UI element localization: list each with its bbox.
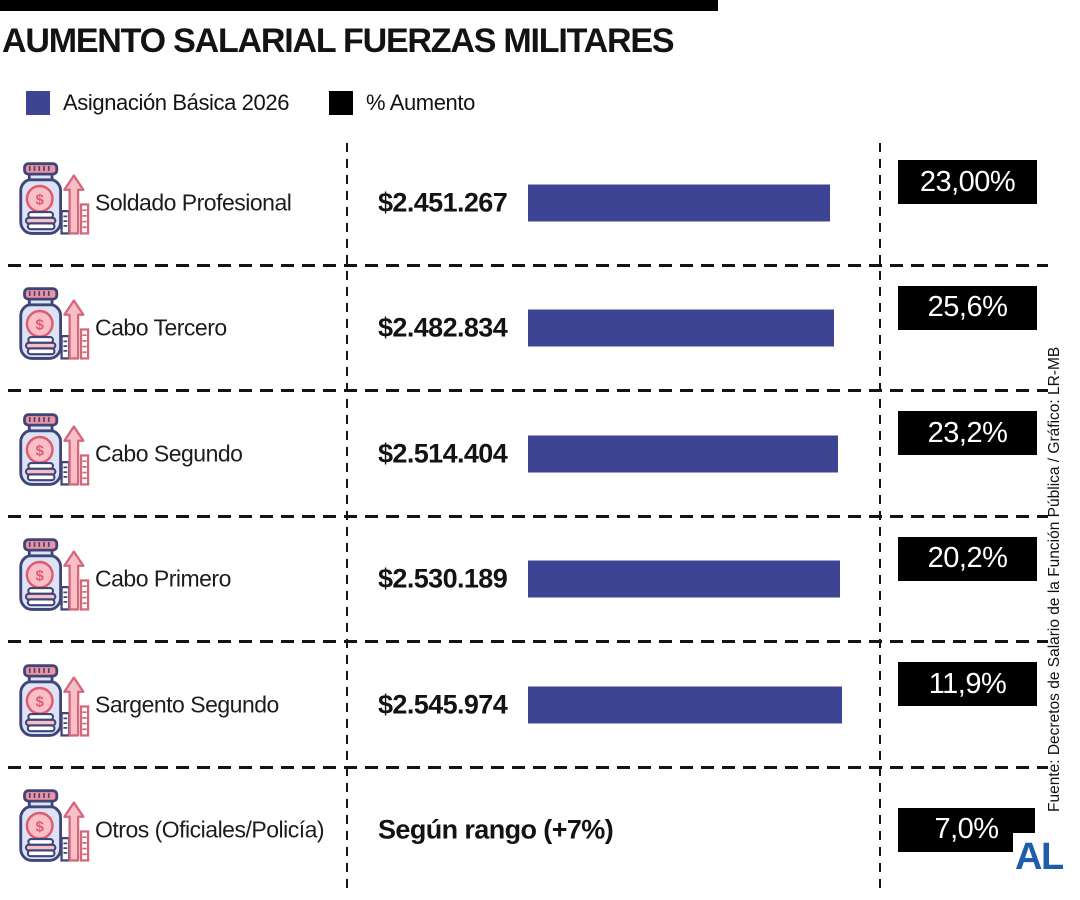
pct-increase-badge: 20,2% xyxy=(898,536,1037,581)
pct-increase-badge: 23,2% xyxy=(898,411,1037,455)
svg-text:$: $ xyxy=(35,568,44,585)
money-jar-chart-icon: $ xyxy=(16,410,90,495)
black-swatch-icon xyxy=(329,91,354,115)
rank-row: $ Cabo Tercero $2.482.834 25,6% xyxy=(0,266,1080,392)
rank-row: $ Soldado Profesional $2.451.267 23,00% xyxy=(0,140,1080,267)
pct-increase-badge: 11,9% xyxy=(898,662,1037,706)
salary-bar xyxy=(528,435,838,473)
rank-label: Cabo Segundo xyxy=(95,440,243,467)
pct-increase-badge: 7,0% xyxy=(898,807,1035,852)
money-jar-chart-icon: $ xyxy=(16,159,90,244)
page-title: AUMENTO SALARIAL FUERZAS MILITARES xyxy=(2,22,675,60)
money-jar-chart-icon: $ xyxy=(16,661,90,746)
salary-bar xyxy=(528,560,840,598)
rank-label: Soldado Profesional xyxy=(95,189,292,216)
rank-row: $ Cabo Segundo $2.514.404 23,2% xyxy=(0,391,1080,518)
rank-row: $ Cabo Primero $2.530.189 20,2% xyxy=(0,517,1080,643)
salary-value: Según rango (+7%) xyxy=(378,814,614,845)
rank-row: $ Otros (Oficiales/Policía) Según rango … xyxy=(0,768,1080,894)
salary-bar xyxy=(528,309,834,347)
legend: Asignación Básica 2026 % Aumento xyxy=(26,90,475,116)
money-jar-chart-icon: $ xyxy=(16,535,90,620)
row-divider xyxy=(8,263,1048,267)
al-logo: AL xyxy=(1015,836,1064,878)
pct-increase-badge: 23,00% xyxy=(898,160,1037,204)
pct-increase-value: 23,2% xyxy=(927,416,1008,449)
svg-text:$: $ xyxy=(35,693,44,710)
column-divider-left xyxy=(346,143,348,888)
pct-increase-value: 7,0% xyxy=(934,813,999,845)
row-divider xyxy=(8,389,1048,392)
svg-text:$: $ xyxy=(35,442,44,459)
pct-increase-value: 20,2% xyxy=(927,542,1008,574)
rank-row: $ Sargento Segundo $2.545.974 11,9% xyxy=(0,642,1080,769)
logo-notch xyxy=(1013,833,1037,853)
salary-value: $2.545.974 xyxy=(378,689,508,720)
pct-increase-value: 25,6% xyxy=(927,291,1008,323)
pct-increase-value: 23,00% xyxy=(919,165,1016,198)
salary-value: $2.482.834 xyxy=(378,312,508,343)
rank-label: Otros (Oficiales/Policía) xyxy=(95,816,325,843)
source-note: Fuente: Decretos de Salario de la Funció… xyxy=(1046,346,1063,812)
svg-text:$: $ xyxy=(35,191,44,208)
legend-item-aumento: % Aumento xyxy=(329,90,475,116)
salary-bar xyxy=(528,686,842,724)
salary-value: $2.514.404 xyxy=(378,438,508,469)
top-accent-bar xyxy=(0,0,718,11)
salary-value: $2.451.267 xyxy=(378,187,508,218)
pct-increase-value: 11,9% xyxy=(928,667,1007,700)
blue-swatch-icon xyxy=(26,91,50,115)
row-divider xyxy=(8,640,1048,643)
legend-item-asignacion: Asignación Básica 2026 xyxy=(26,90,289,116)
pct-increase-badge: 25,6% xyxy=(898,285,1037,330)
money-jar-chart-icon: $ xyxy=(16,786,90,871)
rank-label: Cabo Primero xyxy=(95,565,231,592)
rank-label: Sargento Segundo xyxy=(95,691,279,718)
column-divider-right xyxy=(879,143,881,888)
legend-label: % Aumento xyxy=(366,90,475,115)
salary-value: $2.530.189 xyxy=(378,563,508,594)
row-divider xyxy=(8,514,1048,518)
money-jar-chart-icon: $ xyxy=(16,284,90,369)
rank-label: Cabo Tercero xyxy=(95,314,227,341)
svg-text:$: $ xyxy=(35,819,44,836)
svg-text:$: $ xyxy=(35,317,44,334)
rows: $ Soldado Profesional $2.451.267 23,00% xyxy=(0,140,1080,893)
legend-label: Asignación Básica 2026 xyxy=(63,90,290,115)
salary-bar xyxy=(528,184,830,222)
row-divider xyxy=(8,765,1048,769)
